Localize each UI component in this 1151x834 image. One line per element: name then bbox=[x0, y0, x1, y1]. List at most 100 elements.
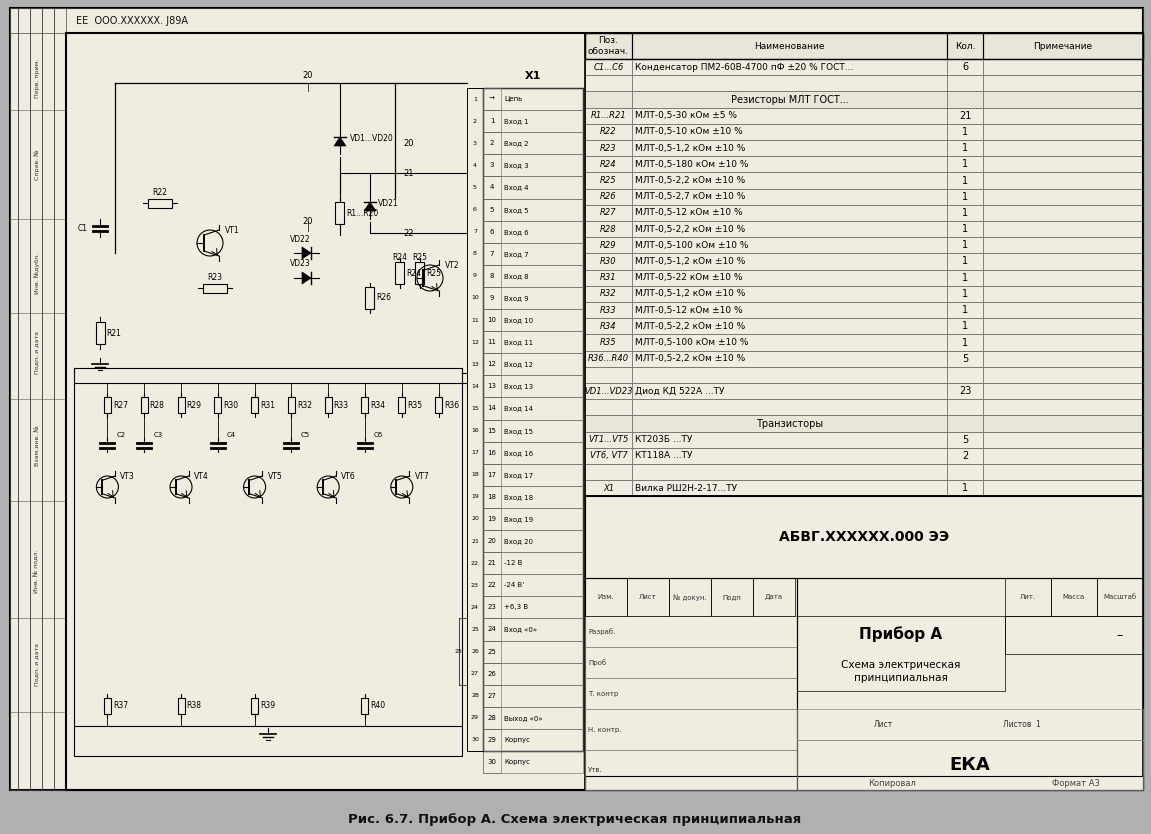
Bar bbox=[483, 375, 584, 397]
Text: 6: 6 bbox=[473, 207, 477, 212]
Bar bbox=[632, 302, 947, 319]
Bar bbox=[632, 75, 947, 92]
Bar bbox=[947, 33, 983, 59]
Bar bbox=[483, 265, 501, 287]
Bar bbox=[483, 662, 501, 685]
Bar bbox=[585, 350, 632, 367]
Bar bbox=[30, 8, 41, 790]
Text: R40: R40 bbox=[371, 701, 386, 711]
Bar bbox=[483, 441, 584, 464]
Text: Вход «0»: Вход «0» bbox=[504, 626, 538, 632]
Bar bbox=[947, 221, 983, 237]
Text: R32: R32 bbox=[600, 289, 617, 299]
Text: Утв.: Утв. bbox=[588, 766, 603, 773]
Text: АБВГ.XXXXXX.000 ЭЭ: АБВГ.XXXXXX.000 ЭЭ bbox=[779, 530, 950, 545]
Bar bbox=[585, 173, 632, 188]
Text: 10: 10 bbox=[488, 317, 496, 323]
Bar bbox=[483, 685, 584, 706]
Bar bbox=[585, 647, 796, 678]
Bar bbox=[983, 415, 1143, 432]
Text: 16: 16 bbox=[488, 450, 496, 455]
Text: R33: R33 bbox=[600, 305, 617, 314]
Bar bbox=[983, 367, 1143, 383]
Text: МЛТ-0,5-1,2 кОм ±10 %: МЛТ-0,5-1,2 кОм ±10 % bbox=[635, 257, 746, 266]
Text: X1: X1 bbox=[603, 484, 615, 493]
Bar bbox=[148, 198, 171, 208]
Text: R31: R31 bbox=[260, 400, 275, 409]
Text: № докун.: № докун. bbox=[673, 594, 707, 600]
Bar bbox=[483, 133, 501, 154]
Bar bbox=[983, 399, 1143, 415]
Bar bbox=[483, 88, 584, 110]
Bar bbox=[585, 205, 1143, 221]
Text: 23: 23 bbox=[471, 583, 479, 588]
Text: 25: 25 bbox=[488, 649, 496, 655]
Bar bbox=[483, 221, 501, 243]
Text: →: → bbox=[489, 96, 495, 102]
Text: 26: 26 bbox=[471, 649, 479, 654]
Text: 19: 19 bbox=[471, 495, 479, 500]
Bar bbox=[366, 287, 374, 309]
Bar bbox=[632, 205, 947, 221]
Text: 18: 18 bbox=[471, 472, 479, 477]
Text: 28: 28 bbox=[488, 715, 496, 721]
Text: R1...R20: R1...R20 bbox=[346, 208, 379, 218]
Text: Вход 5: Вход 5 bbox=[504, 207, 528, 213]
Bar bbox=[483, 641, 584, 662]
Bar bbox=[96, 322, 105, 344]
Bar bbox=[18, 8, 30, 790]
Text: Дата: Дата bbox=[765, 595, 783, 600]
Text: R26: R26 bbox=[600, 192, 617, 201]
Bar bbox=[585, 678, 796, 710]
Text: Подп. и дата: Подп. и дата bbox=[35, 643, 39, 686]
Text: 24: 24 bbox=[471, 605, 479, 610]
Text: 13: 13 bbox=[471, 362, 479, 367]
Text: 13: 13 bbox=[488, 384, 496, 389]
Bar bbox=[585, 464, 1143, 480]
Text: 1: 1 bbox=[962, 483, 968, 493]
Text: Инв. №дубл.: Инв. №дубл. bbox=[35, 254, 40, 294]
Text: Масса: Масса bbox=[1062, 595, 1085, 600]
Text: Масштаб: Масштаб bbox=[1104, 595, 1136, 600]
Bar bbox=[585, 415, 1143, 432]
Text: R21: R21 bbox=[107, 329, 121, 338]
Bar bbox=[585, 579, 627, 616]
Text: ЕКА: ЕКА bbox=[950, 756, 990, 774]
Bar bbox=[585, 319, 1143, 334]
Bar bbox=[10, 8, 18, 790]
Text: VD1...VD20: VD1...VD20 bbox=[350, 133, 394, 143]
Text: Конденсатор ПМ2-60В-4700 пФ ±20 % ГОСТ...: Конденсатор ПМ2-60В-4700 пФ ±20 % ГОСТ..… bbox=[635, 63, 853, 72]
Text: 1: 1 bbox=[962, 321, 968, 331]
Bar bbox=[1005, 616, 1143, 655]
Bar bbox=[983, 173, 1143, 188]
Bar bbox=[203, 284, 227, 293]
Bar bbox=[325, 397, 331, 413]
Text: R33: R33 bbox=[334, 400, 349, 409]
Text: R37: R37 bbox=[113, 701, 128, 711]
Text: R35: R35 bbox=[407, 400, 422, 409]
Bar bbox=[796, 616, 1005, 691]
Text: ЕЕ  ООО.XXXXXX. J89A: ЕЕ ООО.XXXXXX. J89A bbox=[76, 16, 188, 26]
Bar bbox=[335, 202, 344, 224]
Bar bbox=[632, 383, 947, 399]
Bar bbox=[983, 92, 1143, 108]
Text: C6: C6 bbox=[374, 432, 383, 438]
Text: C5: C5 bbox=[300, 432, 310, 438]
Bar bbox=[983, 75, 1143, 92]
Text: R22: R22 bbox=[153, 188, 167, 197]
Bar bbox=[483, 265, 584, 287]
Bar bbox=[585, 92, 632, 108]
Bar bbox=[483, 464, 584, 485]
Bar bbox=[251, 698, 258, 714]
Polygon shape bbox=[302, 247, 311, 259]
Text: R24: R24 bbox=[600, 160, 617, 168]
Text: VD23: VD23 bbox=[290, 259, 311, 269]
Text: 22: 22 bbox=[488, 582, 496, 588]
Bar bbox=[585, 432, 632, 448]
Text: R23: R23 bbox=[207, 273, 222, 282]
Bar bbox=[983, 254, 1143, 269]
Text: 2: 2 bbox=[490, 140, 494, 146]
Text: Изм.: Изм. bbox=[597, 595, 615, 600]
Text: R34: R34 bbox=[371, 400, 386, 409]
Text: C2: C2 bbox=[116, 432, 125, 438]
